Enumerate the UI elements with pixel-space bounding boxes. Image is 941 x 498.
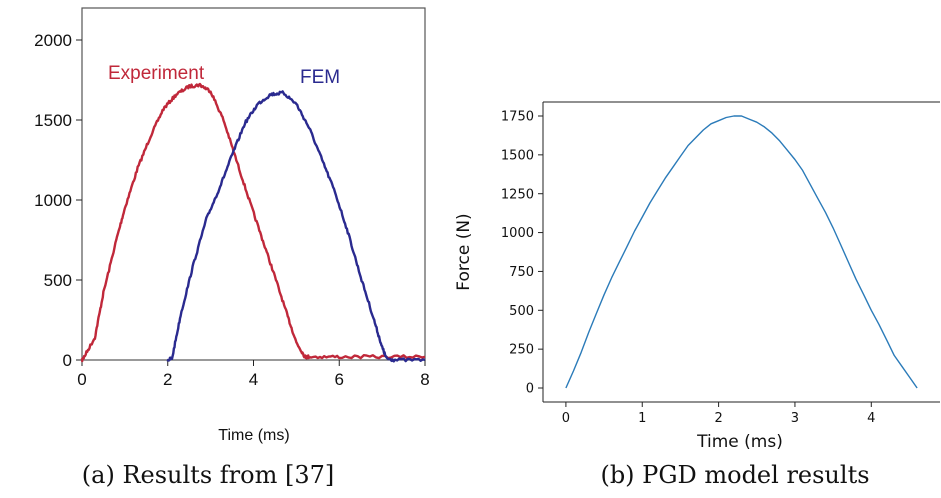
y-tick-label: 1750: [501, 110, 534, 125]
x-tick-label: 4: [249, 370, 258, 389]
x-tick-label: 4: [867, 411, 875, 426]
y-tick-label: 1500: [501, 148, 534, 163]
x-tick-label: 8: [420, 370, 429, 389]
chart-a-x-label: Time (ms): [218, 427, 289, 444]
chart-b-y-ticks: 0 250 500 750 1000 1250 1500 1750: [501, 110, 543, 397]
chart-a-series: [80, 82, 426, 363]
x-tick-label: 3: [791, 411, 799, 426]
series-experiment-line: [80, 82, 426, 363]
y-tick-label: 2000: [34, 31, 72, 50]
series-fem-line: [166, 90, 426, 363]
y-tick-label: 250: [509, 343, 534, 358]
y-tick-label: 1000: [34, 191, 72, 210]
chart-a: 0 500 1000 1500 2000 0 2 4 6 8 Experiment FEM Ti…: [34, 7, 430, 489]
y-tick-label: 1250: [501, 187, 534, 202]
chart-b-x-ticks: 0 1 2 3 4: [562, 402, 875, 426]
chart-b-y-label: Force (N): [454, 213, 474, 290]
y-tick-label: 1500: [34, 111, 72, 130]
y-tick-label: 0: [526, 382, 534, 397]
y-tick-label: 500: [44, 271, 72, 290]
chart-a-y-ticks: 0 500 1000 1500 2000: [34, 31, 82, 370]
y-tick-label: 750: [509, 265, 534, 280]
x-tick-label: 6: [335, 370, 344, 389]
chart-b-series: [565, 115, 918, 389]
x-tick-label: 1: [638, 411, 646, 426]
legend-fem: FEM: [300, 67, 340, 88]
chart-a-x-ticks: 0 2 4 6 8: [77, 360, 430, 389]
chart-b: 0 250 500 750 1000 1250 1500 1750 0 1 2 3 4 Time (m…: [454, 101, 940, 489]
x-tick-label: 0: [77, 370, 86, 389]
y-tick-label: 500: [509, 304, 534, 319]
legend-experiment: Experiment: [108, 63, 205, 84]
x-tick-label: 2: [714, 411, 722, 426]
x-tick-label: 0: [562, 411, 570, 426]
chart-b-caption: (b) PGD model results: [600, 461, 869, 489]
x-tick-label: 2: [163, 370, 172, 389]
y-tick-label: 1000: [501, 226, 534, 241]
chart-a-caption: (a) Results from [37]: [82, 461, 334, 489]
y-tick-label: 0: [63, 351, 72, 370]
series-line: [565, 115, 918, 389]
chart-b-x-label: Time (ms): [696, 432, 783, 452]
